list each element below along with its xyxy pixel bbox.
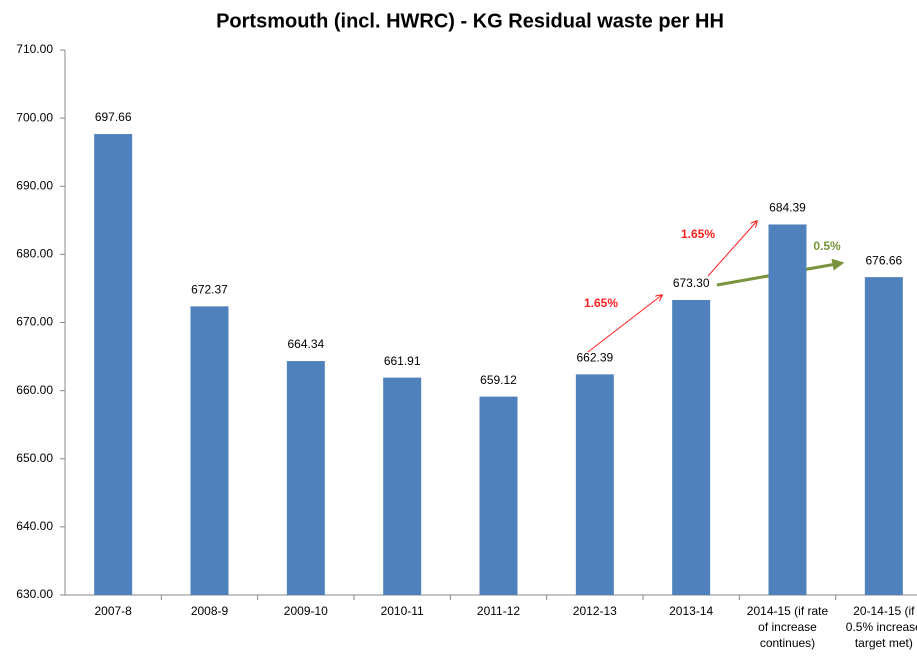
annotation: 1.65% [681, 227, 715, 241]
bar [190, 306, 229, 595]
bar [575, 374, 614, 595]
data-label: 659.12 [480, 373, 517, 387]
x-tick-label: 2014-15 (if rate of increase continues) [746, 604, 829, 650]
x-tick-label: 2010-11 [380, 604, 424, 618]
x-tick-label: 20-14-15 (if 0.5% increase target met) [845, 604, 917, 650]
annotation: 1.65% [584, 296, 618, 310]
annotation: 0.5% [813, 239, 841, 253]
y-tick-label: 680.00 [16, 247, 53, 261]
data-label: 697.66 [95, 110, 132, 124]
x-tick-label: 2013-14 [669, 604, 714, 618]
x-tick-label: 2011-12 [476, 604, 521, 618]
data-label: 676.66 [865, 253, 902, 267]
data-label: 661.91 [384, 354, 421, 368]
data-label: 672.37 [191, 283, 228, 297]
data-label: 684.39 [769, 201, 806, 215]
annotation-arrow [707, 221, 757, 277]
y-tick-label: 700.00 [16, 110, 53, 124]
data-label: 662.39 [576, 351, 613, 365]
bar [479, 396, 518, 595]
x-tick-label: 2008-9 [190, 604, 229, 618]
x-tick-label: 2012-13 [572, 604, 617, 618]
x-tick-label: 2007-8 [94, 604, 132, 618]
y-tick-label: 670.00 [16, 315, 53, 329]
y-tick-label: 690.00 [16, 178, 53, 192]
bar [94, 134, 133, 595]
y-tick-label: 710.00 [16, 42, 53, 56]
x-tick-label: 2009-10 [283, 604, 328, 618]
chart-title: Portsmouth (incl. HWRC) - KG Residual wa… [216, 10, 724, 32]
y-tick-label: 630.00 [16, 587, 53, 601]
bar [383, 377, 422, 595]
bar [286, 361, 325, 595]
annotation-arrow [587, 295, 662, 353]
bar [768, 224, 807, 595]
y-tick-label: 660.00 [16, 383, 53, 397]
data-label: 664.34 [287, 337, 324, 351]
bar [864, 277, 903, 595]
y-tick-label: 650.00 [16, 451, 53, 465]
data-label: 673.30 [673, 276, 710, 290]
y-tick-label: 640.00 [16, 519, 53, 533]
bar [672, 300, 711, 595]
